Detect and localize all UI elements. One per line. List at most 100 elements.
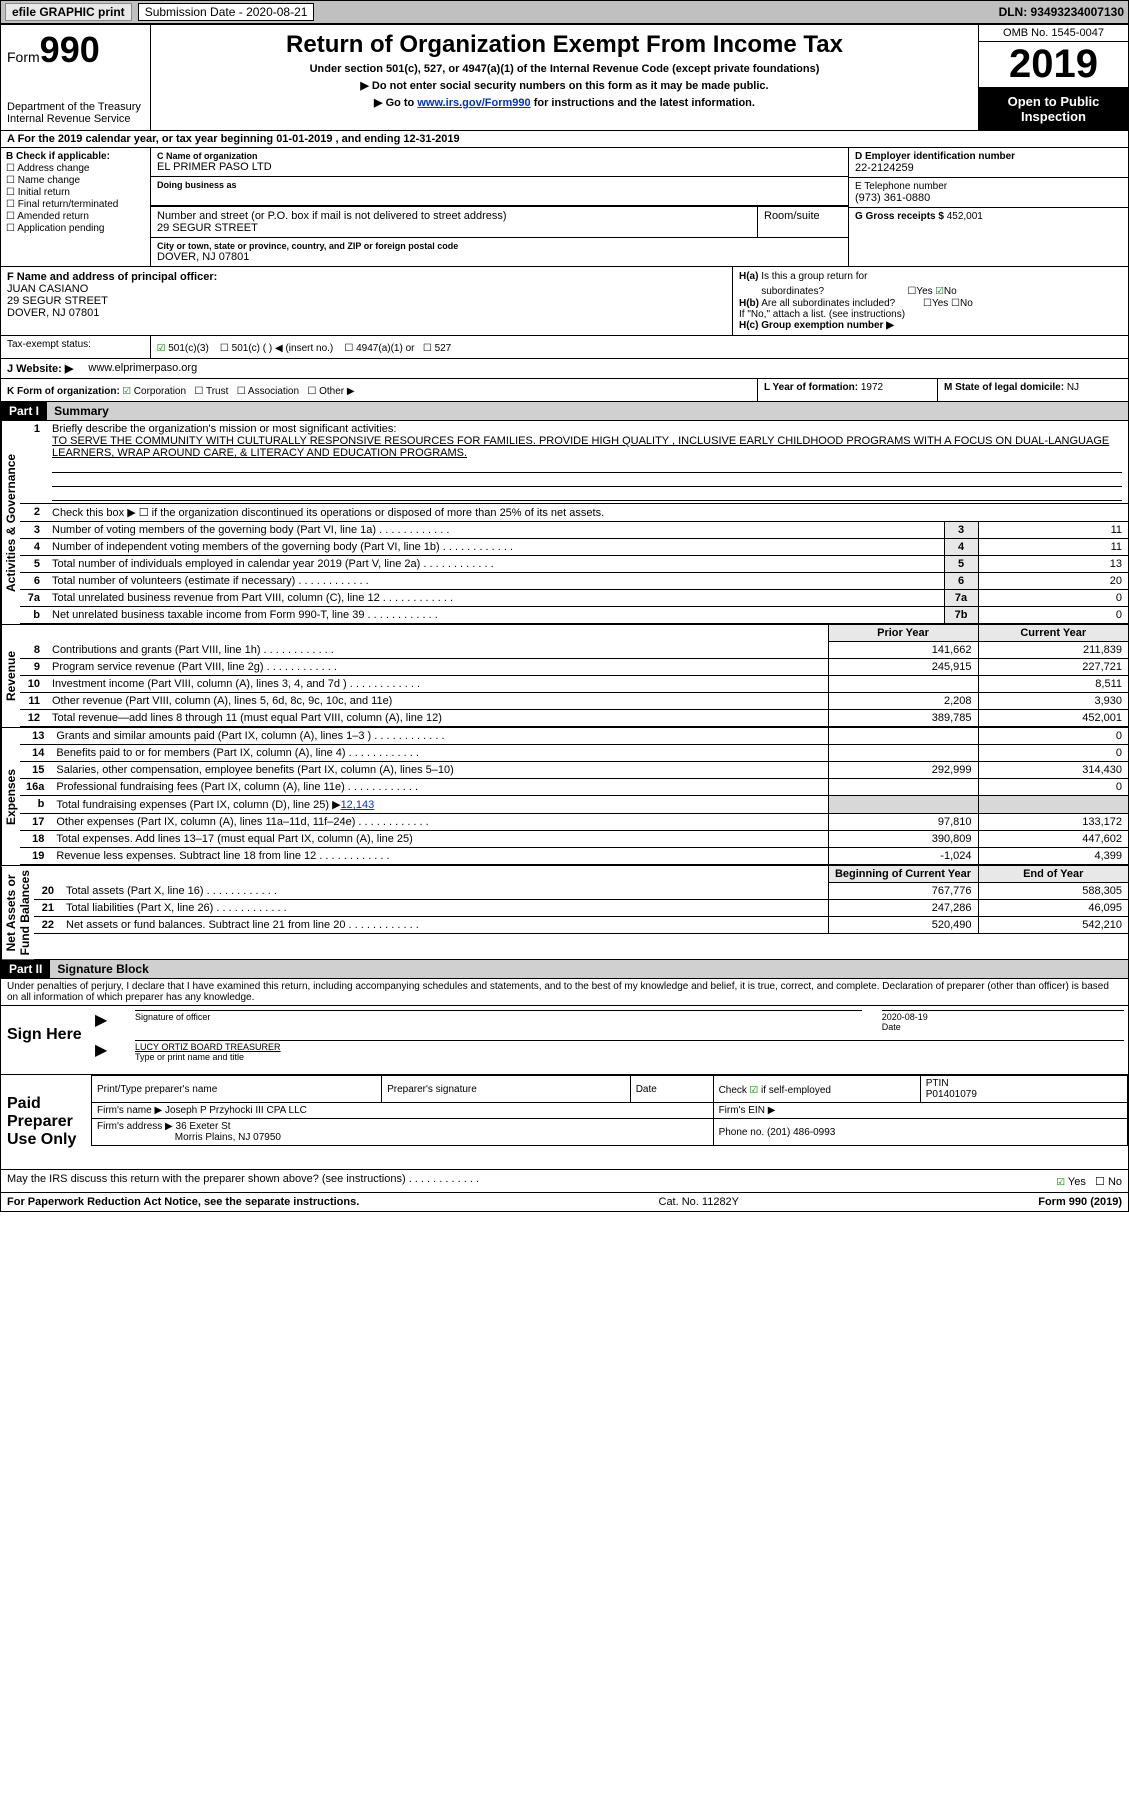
officer-addr1: 29 SEGUR STREET (7, 295, 726, 307)
l15-curr: 314,430 (978, 762, 1128, 779)
tax-period-row: A For the 2019 calendar year, or tax yea… (1, 131, 1128, 148)
dln-number: DLN: 93493234007130 (999, 5, 1124, 19)
fundraising-expenses-link[interactable]: 12,143 (341, 799, 375, 811)
firm-addr2: Morris Plains, NJ 07950 (175, 1132, 281, 1143)
cb-final-return[interactable]: ☐ Final return/terminated (6, 199, 145, 210)
l13-curr: 0 (978, 728, 1128, 745)
efile-header-bar: efile GRAPHIC print Submission Date - 20… (0, 0, 1129, 24)
form-title: Return of Organization Exempt From Incom… (157, 31, 972, 59)
line7b-value: 0 (978, 607, 1128, 624)
side-label-netassets: Net Assets or Fund Balances (1, 866, 34, 959)
l18-curr: 447,602 (978, 831, 1128, 848)
l16a-prior (828, 779, 978, 796)
part1-header: Part I Summary (1, 402, 1128, 421)
irs-form990-link[interactable]: www.irs.gov/Form990 (417, 97, 530, 109)
dept-treasury: Department of the Treasury Internal Reve… (7, 101, 144, 125)
l8-prior: 141,662 (828, 642, 978, 659)
box-f: F Name and address of principal officer:… (1, 267, 733, 335)
irs-discuss-row: May the IRS discuss this return with the… (1, 1170, 1128, 1193)
line3-value: 11 (978, 522, 1128, 539)
klm-row: K Form of organization: ☑ Corporation ☐ … (1, 379, 1128, 402)
efile-print-button[interactable]: efile GRAPHIC print (5, 3, 132, 21)
l11-prior: 2,208 (828, 693, 978, 710)
cb-application-pending[interactable]: ☐ Application pending (6, 223, 145, 234)
ein-number: 22-2124259 (855, 162, 1122, 174)
l19-prior: -1,024 (828, 848, 978, 865)
street-address: 29 SEGUR STREET (157, 222, 751, 234)
catalog-number: Cat. No. 11282Y (359, 1196, 1038, 1208)
open-to-public: Open to Public Inspection (979, 88, 1128, 130)
sign-here-block: Sign Here ▶ Signature of officer 2020-08… (1, 1006, 1128, 1075)
org-name: EL PRIMER PASO LTD (157, 161, 842, 173)
part2-header: Part II Signature Block (1, 960, 1128, 979)
officer-name: JUAN CASIANO (7, 283, 726, 295)
l9-curr: 227,721 (978, 659, 1128, 676)
signature-arrow-icon: ▶ (95, 1012, 107, 1029)
omb-number: OMB No. 1545-0047 (979, 25, 1128, 42)
box-h: H(a) Is this a group return for subordin… (733, 267, 1128, 335)
cb-name-change[interactable]: ☐ Name change (6, 175, 145, 186)
officer-name-title: LUCY ORTIZ BOARD TREASURER Type or print… (135, 1040, 1124, 1062)
l10-curr: 8,511 (978, 676, 1128, 693)
instruction-1: ▶ Do not enter social security numbers o… (157, 79, 972, 92)
officer-group-block: F Name and address of principal officer:… (1, 267, 1128, 336)
box-b-checkboxes: B Check if applicable: ☐ Address change … (1, 148, 151, 266)
revenue-block: Revenue Prior YearCurrent Year 8Contribu… (1, 625, 1128, 728)
paid-preparer-label: Paid Preparer Use Only (1, 1075, 91, 1169)
l14-curr: 0 (978, 745, 1128, 762)
signature-date: 2020-08-19Date (882, 1010, 1124, 1032)
submission-date: Submission Date - 2020-08-21 (138, 3, 315, 21)
l14-prior (828, 745, 978, 762)
form-id-block: Form990 Department of the Treasury Inter… (1, 25, 151, 130)
side-label-governance: Activities & Governance (1, 421, 20, 624)
state-domicile: NJ (1067, 382, 1079, 393)
form-title-block: Return of Organization Exempt From Incom… (151, 25, 978, 130)
l21-begin: 247,286 (828, 900, 978, 917)
year-formation: 1972 (861, 382, 883, 393)
prep-date: Date (630, 1076, 713, 1103)
form-990-container: Form990 Department of the Treasury Inter… (0, 24, 1129, 1212)
l12-curr: 452,001 (978, 710, 1128, 727)
activities-governance-block: Activities & Governance 1 Briefly descri… (1, 421, 1128, 625)
telephone-number: (973) 361-0880 (855, 192, 1122, 204)
prep-name: Print/Type preparer's name (92, 1076, 382, 1103)
form-year-block: OMB No. 1545-0047 2019 Open to Public In… (978, 25, 1128, 130)
expenses-block: Expenses 13Grants and similar amounts pa… (1, 728, 1128, 866)
sign-here-label: Sign Here (1, 1006, 91, 1074)
form-id-footer: Form 990 (2019) (1038, 1196, 1122, 1208)
penalty-statement: Under penalties of perjury, I declare th… (1, 979, 1128, 1006)
l12-prior: 389,785 (828, 710, 978, 727)
dba-name (157, 190, 842, 202)
website-row: J Website: ▶ www.elprimerpaso.org (1, 359, 1128, 379)
l17-prior: 97,810 (828, 814, 978, 831)
box-defg: D Employer identification number 22-2124… (848, 148, 1128, 266)
side-label-expenses: Expenses (1, 728, 20, 865)
l20-begin: 767,776 (828, 883, 978, 900)
l18-prior: 390,809 (828, 831, 978, 848)
l11-curr: 3,930 (978, 693, 1128, 710)
l17-curr: 133,172 (978, 814, 1128, 831)
cb-amended[interactable]: ☐ Amended return (6, 211, 145, 222)
mission-text: TO SERVE THE COMMUNITY WITH CULTURALLY R… (52, 435, 1122, 459)
cb-address-change[interactable]: ☐ Address change (6, 163, 145, 174)
paid-preparer-block: Paid Preparer Use Only Print/Type prepar… (1, 1075, 1128, 1170)
instruction-2: ▶ Go to www.irs.gov/Form990 for instruct… (157, 96, 972, 109)
cb-initial-return[interactable]: ☐ Initial return (6, 187, 145, 198)
line4-value: 11 (978, 539, 1128, 556)
side-label-revenue: Revenue (1, 625, 20, 727)
form-header: Form990 Department of the Treasury Inter… (1, 25, 1128, 131)
gross-receipts: 452,001 (947, 211, 983, 222)
tax-year: 2019 (979, 42, 1128, 88)
city-state-zip: DOVER, NJ 07801 (157, 251, 842, 263)
officer-signature-line: Signature of officer (135, 1010, 862, 1032)
entity-info-block: B Check if applicable: ☐ Address change … (1, 148, 1128, 267)
l10-prior (828, 676, 978, 693)
website-link[interactable]: www.elprimerpaso.org (88, 362, 197, 374)
l15-prior: 292,999 (828, 762, 978, 779)
l22-begin: 520,490 (828, 917, 978, 934)
prep-signature: Preparer's signature (382, 1076, 631, 1103)
page-footer: For Paperwork Reduction Act Notice, see … (1, 1193, 1128, 1211)
l21-end: 46,095 (978, 900, 1128, 917)
name-arrow-icon: ▶ (95, 1042, 107, 1059)
form-subtitle: Under section 501(c), 527, or 4947(a)(1)… (157, 63, 972, 75)
